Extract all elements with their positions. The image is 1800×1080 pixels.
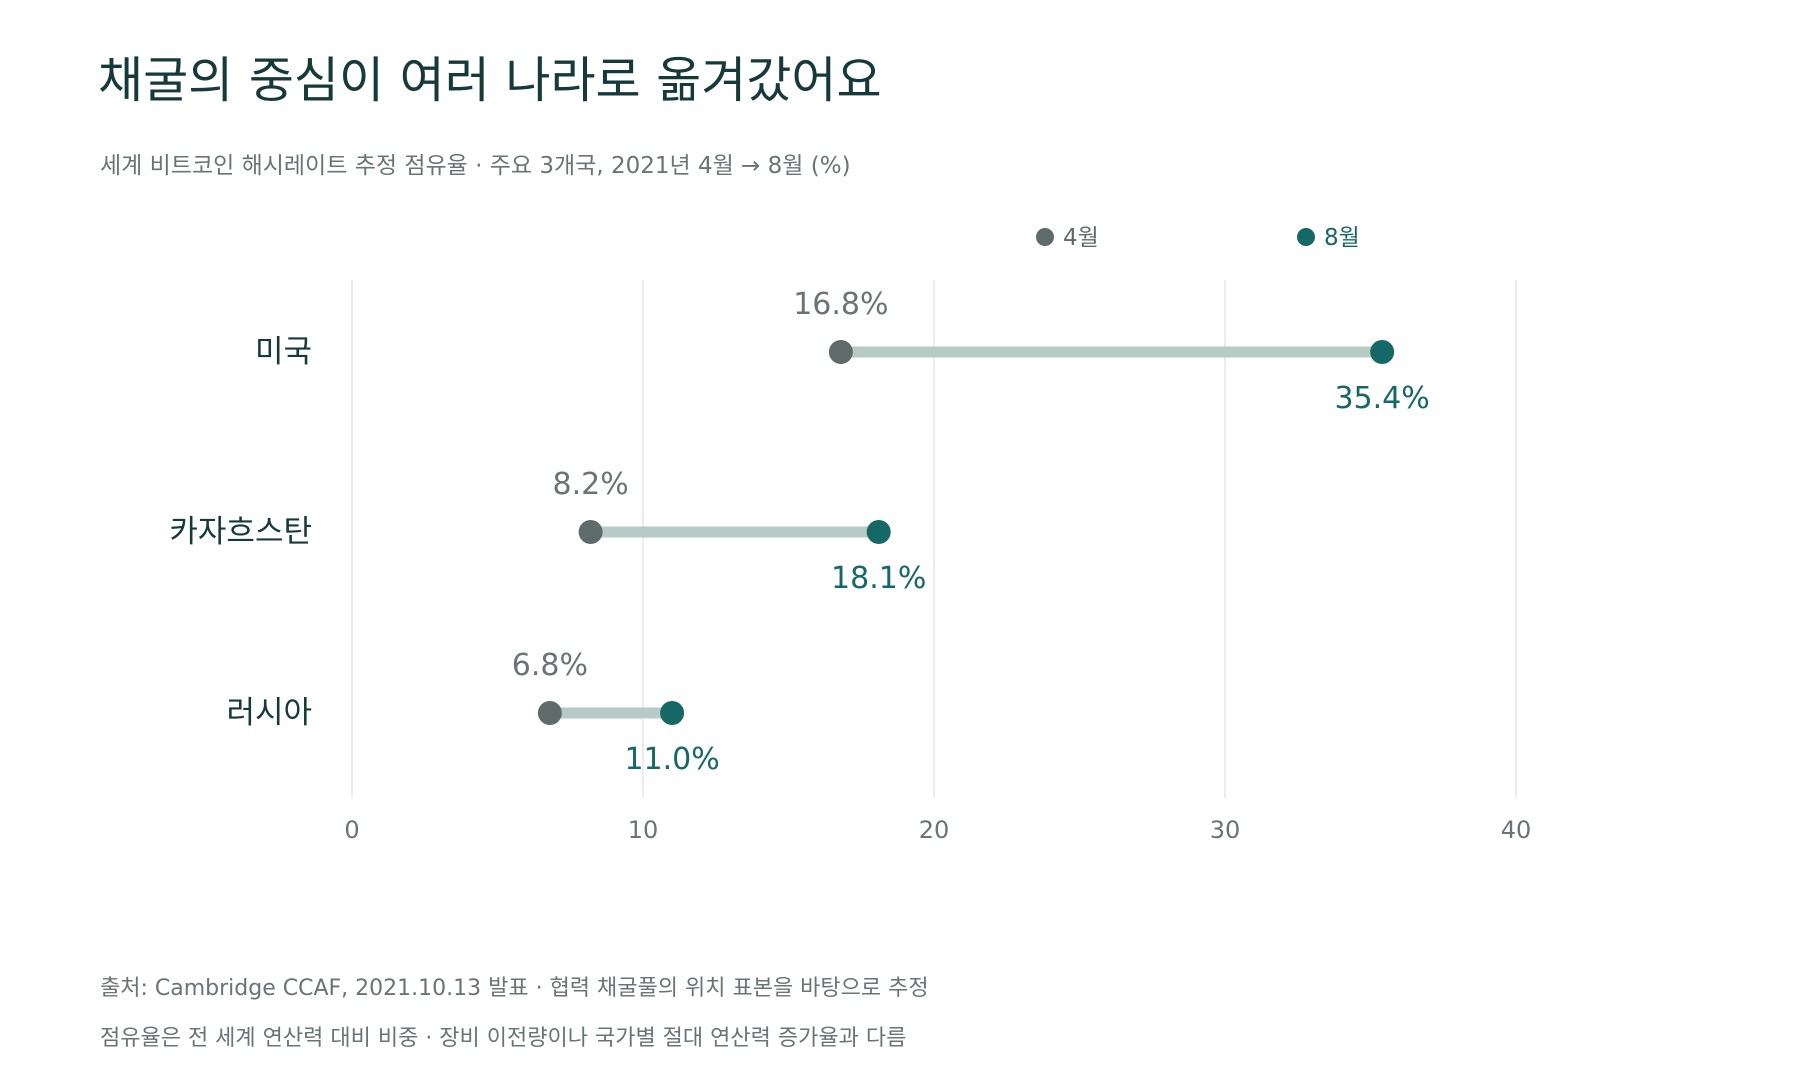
legend-label: 4월 [1063,225,1099,251]
point-august [660,701,685,725]
footer-note: 점유율은 전 세계 연산력 대비 비중 · 장비 이전량이나 국가별 절대 연산… [100,1026,907,1051]
data-label-august: 35.4% [1334,381,1429,416]
data-label-august: 18.1% [831,561,926,596]
x-tick-label: 40 [1501,816,1532,844]
category-label: 카자흐스탄 [169,514,312,550]
point-april [828,340,853,364]
x-tick-label: 10 [628,816,659,844]
data-label-april: 16.8% [793,287,888,322]
category-label: 러시아 [226,695,312,731]
point-august [1370,340,1395,364]
point-august [866,520,891,544]
chart-title: 채굴의 중심이 여러 나라로 옮겨갔어요 [98,52,882,109]
x-tick-label: 30 [1210,816,1241,844]
x-tick-label: 20 [919,816,950,844]
x-tick-label: 0 [344,816,359,844]
footer-source: 출처: Cambridge CCAF, 2021.10.13 발표 · 협력 채… [100,976,929,1001]
data-label-august: 11.0% [624,742,719,777]
point-april [578,520,603,544]
chart-subtitle: 세계 비트코인 해시레이트 추정 점유율 · 주요 3개국, 2021년 4월 … [100,153,851,179]
category-label: 미국 [255,334,312,370]
legend-marker [1297,228,1315,246]
data-label-april: 8.2% [553,467,629,502]
legend-marker [1036,228,1054,246]
point-april [537,701,562,725]
legend-label: 8월 [1324,225,1360,251]
data-label-april: 6.8% [512,648,588,683]
